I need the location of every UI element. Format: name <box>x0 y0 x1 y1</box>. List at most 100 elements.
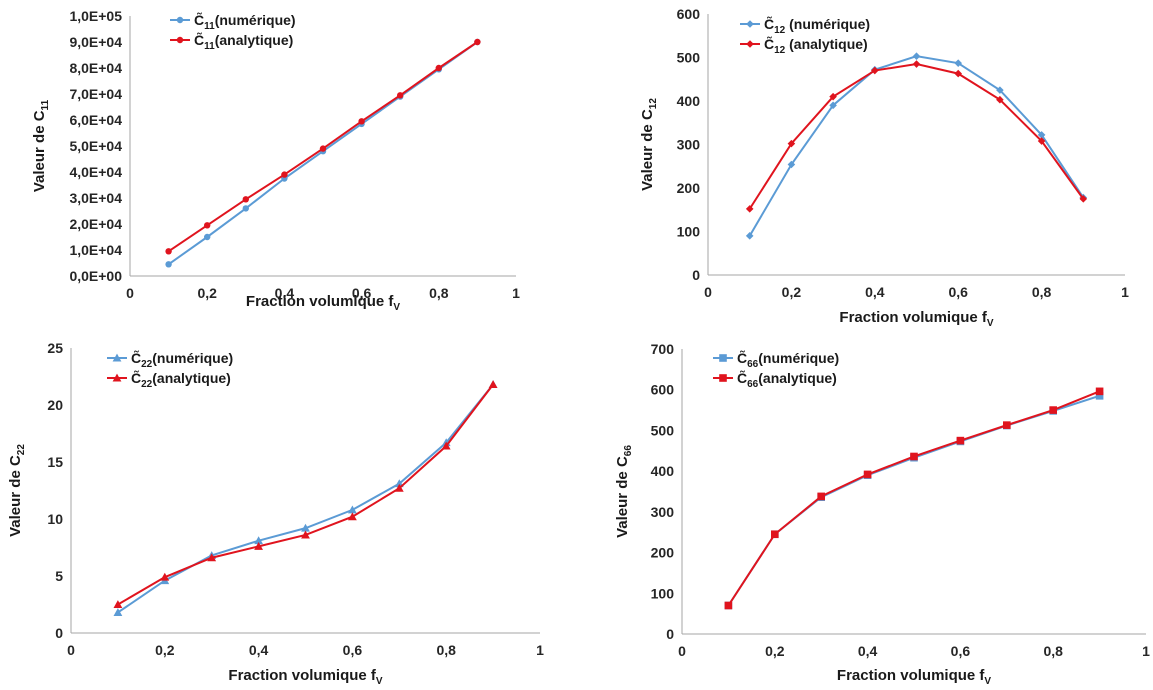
y-tick-label: 25 <box>47 340 63 356</box>
data-point <box>348 505 357 514</box>
legend-entry: C̃11(numérique) <box>170 11 296 32</box>
data-point <box>956 436 965 445</box>
y-tick-label: 300 <box>677 137 701 153</box>
data-point <box>817 492 825 501</box>
data-point <box>996 95 1004 104</box>
x-tick-label: 0,6 <box>951 643 971 659</box>
data-point <box>1003 421 1011 429</box>
chart-c12: 0 100 200 300 400 500 600 0 0,2 0,4 0,6 0,8 1 C̃12 (n… <box>639 6 1129 329</box>
data-point <box>871 66 879 75</box>
series-line <box>748 63 1085 210</box>
data-point <box>829 101 837 110</box>
y-tick-label: 200 <box>677 180 701 196</box>
y-tick-label: 600 <box>651 382 675 398</box>
legend-entry: C̃22(analytique) <box>107 369 231 390</box>
legend-entry: C̃66(analytique) <box>713 369 837 390</box>
y-axis-label: Valeur de C12 <box>639 98 659 191</box>
y-tick-label: 15 <box>47 454 63 470</box>
legend-label: C̃12 (numérique) <box>764 15 870 36</box>
data-point <box>281 171 288 178</box>
y-axis-label: Valeur de C66 <box>614 445 634 538</box>
x-tick-label: 1 <box>536 642 544 658</box>
data-point <box>829 92 837 101</box>
legend-entry: C̃22(numérique) <box>107 349 233 370</box>
legend-entry: C̃66(numérique) <box>713 349 839 370</box>
y-tick-label: 5,0E+04 <box>69 138 122 154</box>
y-tick-label: 5 <box>55 568 63 584</box>
y-tick-label: 500 <box>677 50 701 66</box>
y-tick-label: 100 <box>677 224 701 240</box>
x-axis-label: Fraction volumique fV <box>837 667 992 687</box>
legend-label: C̃22(numérique) <box>131 349 233 370</box>
y-tick-label: 3,0E+04 <box>69 190 122 206</box>
x-tick-label: 1 <box>1121 284 1129 300</box>
y-tick-label: 0,0E+00 <box>69 268 122 284</box>
legend-marker <box>176 36 184 44</box>
y-tick-label: 300 <box>651 504 675 520</box>
series-analytique <box>724 387 1104 610</box>
x-axis-label: Fraction volumique fV <box>246 293 401 313</box>
data-point <box>474 38 481 46</box>
data-point <box>996 86 1004 94</box>
y-tick-label: 2,0E+04 <box>69 216 122 232</box>
data-point <box>771 530 779 539</box>
series-numerique <box>113 380 498 616</box>
data-point <box>441 441 451 450</box>
series-analytique <box>113 380 498 609</box>
legend-label: C̃12 (analytique) <box>764 35 868 56</box>
chart-c22: 0 5 10 15 20 25 0 0,2 0,4 0,6 0,8 1 C̃22(numérique)C… <box>7 340 544 687</box>
data-point <box>204 222 211 229</box>
legend-label: C̃22(analytique) <box>131 369 231 390</box>
data-point <box>745 232 754 240</box>
y-tick-label: 600 <box>677 6 701 22</box>
data-point <box>745 205 754 213</box>
x-tick-label: 0,2 <box>782 284 802 300</box>
data-point <box>1037 131 1046 139</box>
series-line <box>727 394 1100 607</box>
y-tick-label: 1,0E+05 <box>69 8 122 24</box>
legend-label: C̃11(numérique) <box>194 11 296 32</box>
series-line <box>117 383 494 614</box>
chart-c66: 0 100 200 300 400 500 600 700 0 0,2 0,4 0,6 0,8 1 C̃66… <box>614 341 1150 687</box>
legend-entry: C̃12 (analytique) <box>740 35 868 56</box>
legend-marker <box>176 16 184 24</box>
x-tick-label: 0,4 <box>249 642 269 658</box>
legend-entry: C̃11(analytique) <box>170 31 293 52</box>
data-point <box>204 233 211 241</box>
data-point <box>207 553 217 562</box>
y-tick-label: 4,0E+04 <box>69 164 122 180</box>
x-tick-label: 0,6 <box>343 642 363 658</box>
series-line <box>117 383 494 606</box>
data-point <box>242 196 249 203</box>
data-point <box>113 600 123 609</box>
data-point <box>348 512 357 521</box>
y-tick-label: 0 <box>55 625 63 641</box>
legend-marker <box>112 353 122 362</box>
legend-label: C̃11(analytique) <box>194 31 293 52</box>
data-point <box>254 541 263 550</box>
data-point <box>301 523 310 532</box>
x-axis-label: Fraction volumique fV <box>839 309 994 329</box>
series-analytique <box>745 60 1088 213</box>
x-tick-label: 0,6 <box>352 285 372 301</box>
data-point <box>165 248 172 255</box>
x-tick-label: 0,8 <box>1043 643 1063 659</box>
y-tick-label: 10 <box>47 511 63 527</box>
y-tick-label: 7,0E+04 <box>69 86 122 102</box>
data-point <box>1079 195 1088 203</box>
y-tick-label: 6,0E+04 <box>69 112 122 128</box>
x-tick-label: 0,4 <box>865 284 885 300</box>
legend-marker <box>746 20 754 28</box>
data-point <box>113 608 123 616</box>
data-point <box>787 139 796 148</box>
data-point <box>165 261 172 268</box>
data-point <box>1095 387 1104 396</box>
y-tick-label: 0 <box>666 626 674 642</box>
data-point <box>435 64 442 72</box>
y-tick-label: 100 <box>651 585 675 601</box>
data-point <box>912 60 921 68</box>
series-numerique <box>165 38 481 268</box>
legend-marker <box>112 373 122 382</box>
legend-label: C̃66(analytique) <box>737 369 837 390</box>
data-point <box>1095 392 1104 400</box>
